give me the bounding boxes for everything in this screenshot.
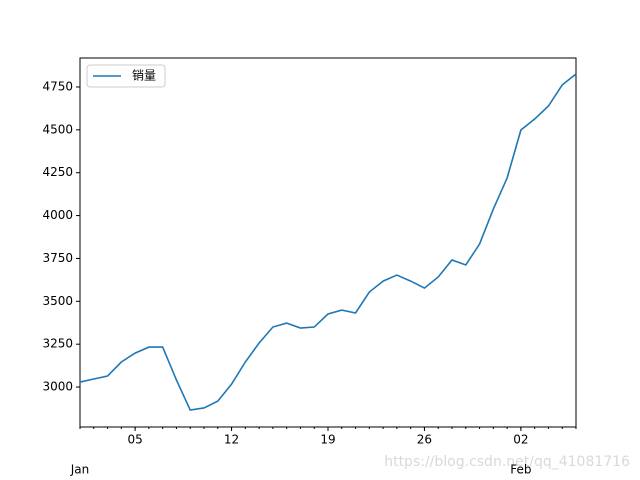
legend-box	[86, 64, 166, 88]
plot-frame	[79, 57, 577, 428]
line	[79, 73, 577, 411]
x-tick-label: 26	[417, 433, 432, 447]
legend-label: 销量	[132, 69, 156, 83]
month-label: Jan	[70, 463, 90, 477]
y-tick-label: 3750	[42, 251, 73, 265]
x-tick-label: 12	[224, 433, 239, 447]
y-tick-label: 4500	[42, 122, 73, 136]
y-tick-label: 4250	[42, 165, 73, 179]
watermark: https://blog.csdn.net/qq_41081716	[384, 454, 630, 470]
y-tick-label: 4000	[42, 208, 73, 222]
y-tick-label: 3500	[42, 294, 73, 308]
x-tick-label: 19	[320, 433, 335, 447]
month-label: Feb	[510, 463, 531, 477]
x-tick-label: 02	[513, 433, 528, 447]
x-tick-label: 05	[127, 433, 142, 447]
y-tick-label: 4750	[42, 79, 73, 93]
y-tick-label: 3000	[42, 380, 73, 394]
y-tick-label: 3250	[42, 337, 73, 351]
